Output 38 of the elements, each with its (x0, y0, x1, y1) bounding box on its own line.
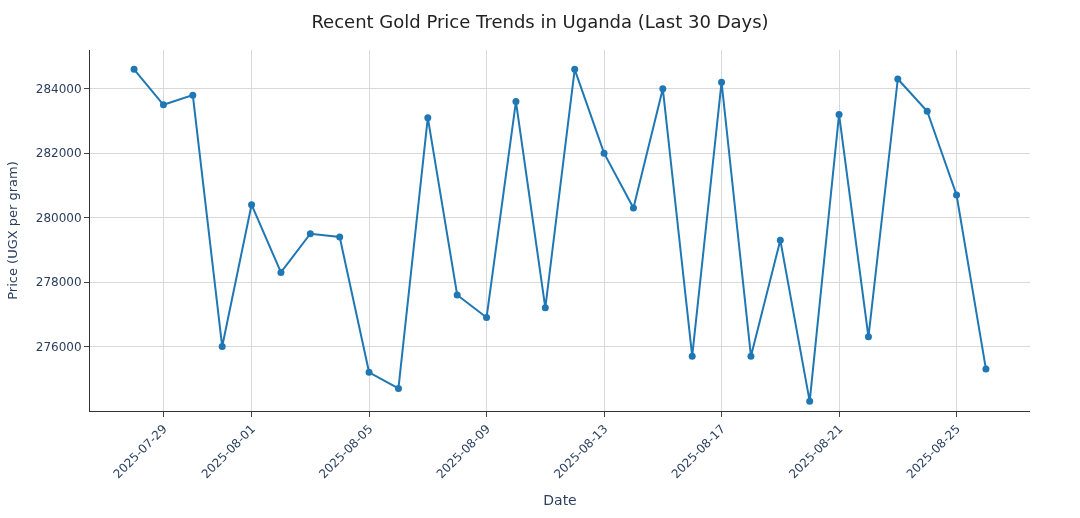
point (277, 268, 285, 276)
point (953, 191, 961, 199)
y-tick-label: 284000 (35, 81, 82, 96)
point (424, 114, 432, 122)
y-tick-label: 282000 (35, 146, 82, 161)
chart-title: Recent Gold Price Trends in Uganda (Last 30 Days) (311, 11, 769, 33)
point (365, 368, 373, 376)
point (483, 314, 491, 322)
point (688, 352, 696, 360)
point (512, 98, 520, 106)
point (453, 291, 461, 299)
x-axis-title: Date (543, 492, 577, 509)
point (218, 343, 226, 351)
y-axis-title: Price (UGX per gram) (4, 161, 20, 300)
point (864, 333, 872, 341)
point (659, 85, 667, 93)
point (571, 65, 579, 73)
point (894, 75, 902, 83)
y-tick-label: 278000 (35, 275, 82, 290)
point (982, 365, 990, 373)
point (776, 236, 784, 244)
point (835, 110, 843, 118)
point (189, 91, 197, 99)
point (629, 204, 637, 212)
point (747, 352, 755, 360)
point (923, 107, 931, 115)
point (718, 78, 726, 86)
point (159, 101, 167, 109)
point (336, 233, 344, 241)
y-tick-label: 280000 (35, 210, 82, 225)
point (806, 397, 814, 405)
point (248, 201, 256, 209)
y-tick-label: 276000 (35, 339, 82, 354)
point (600, 149, 608, 157)
point (394, 384, 402, 392)
point (130, 65, 138, 73)
point (306, 230, 314, 238)
point (541, 304, 549, 312)
